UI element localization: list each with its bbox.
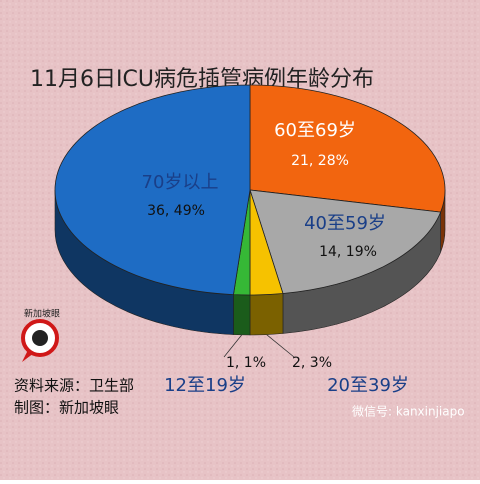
value-label: 1, 1% [226,355,266,371]
leader-line [223,334,243,358]
category-label: 40至59岁 [304,213,386,234]
slice [54,84,251,296]
category-label: 20至39岁 [327,375,409,396]
category-label: 12至19岁 [164,375,246,396]
slice-side [233,294,251,336]
source: 资料来源：卫生部 [14,377,134,395]
credit: 制图：新加坡眼 [14,399,119,417]
logo: 新加坡眼 [21,308,60,362]
watermark: 微信号: kanxinjiapo [352,405,465,419]
pie [54,84,446,336]
category-label: 60至69岁 [274,120,356,141]
category-label: 70岁以上 [142,172,219,193]
slice-side [249,293,284,336]
value-label: 36, 49% [147,203,205,219]
leader-line [266,334,295,358]
value-label: 14, 19% [319,244,377,260]
slice [249,84,446,213]
value-label: 21, 28% [291,153,349,169]
value-label: 2, 3% [292,355,332,371]
slice [249,189,442,294]
logo-text: 新加坡眼 [24,308,60,320]
